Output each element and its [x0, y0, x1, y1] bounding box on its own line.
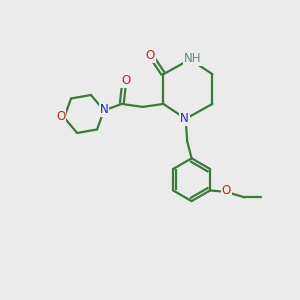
Text: O: O — [146, 49, 154, 62]
Text: N: N — [180, 112, 189, 125]
Text: N: N — [100, 103, 108, 116]
Text: O: O — [56, 110, 65, 123]
Text: O: O — [121, 74, 130, 87]
Text: O: O — [222, 184, 231, 196]
Text: NH: NH — [184, 52, 202, 65]
